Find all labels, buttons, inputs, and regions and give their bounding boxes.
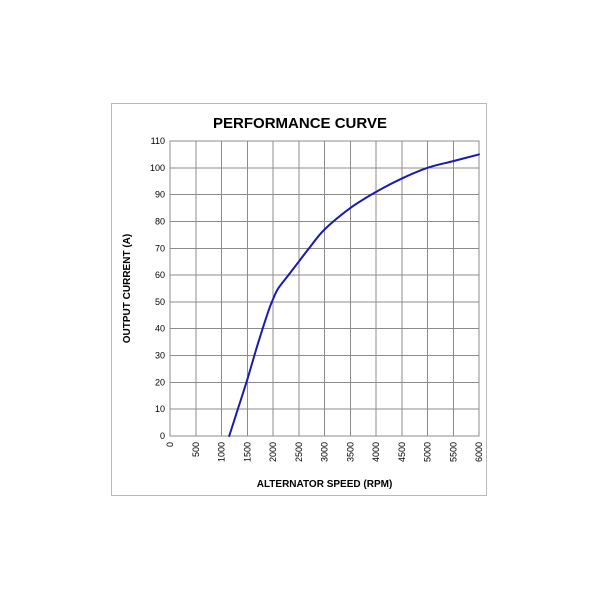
y-tick-label: 10 (155, 404, 165, 414)
x-tick-label: 5500 (448, 442, 458, 462)
y-axis-title: OUTPUT CURRENT (A) (122, 234, 133, 343)
y-tick-label: 90 (155, 190, 165, 200)
x-tick-label: 1500 (242, 442, 252, 462)
x-tick-label: 4500 (397, 442, 407, 462)
y-tick-label: 80 (155, 216, 165, 226)
x-tick-label: 1000 (217, 442, 227, 462)
x-tick-label: 2000 (268, 442, 278, 462)
y-tick-label: 100 (150, 163, 165, 173)
y-axis-ticks: 0 10 20 30 40 50 60 70 80 90 100 110 (150, 136, 165, 441)
x-tick-label: 4000 (371, 442, 381, 462)
grid (169, 140, 480, 437)
chart-panel: PERFORMANCE CURVE 0 10 20 30 40 50 60 70 80 90 100… (111, 103, 487, 496)
y-tick-label: 60 (155, 270, 165, 280)
y-tick-label: 0 (160, 431, 165, 441)
plot-area (169, 140, 480, 437)
x-tick-label: 3000 (320, 442, 330, 462)
y-tick-label: 40 (155, 324, 165, 334)
series-line-0 (228, 153, 480, 437)
x-axis-title: ALTERNATOR SPEED (RPM) (257, 479, 393, 490)
y-tick-label: 70 (155, 243, 165, 253)
x-tick-label: 5000 (423, 442, 433, 462)
x-axis-ticks: 0 500 1000 1500 2000 2500 3000 3500 4000 4500 5000… (165, 442, 484, 462)
series-group (228, 153, 480, 437)
y-tick-label: 30 (155, 351, 165, 361)
performance-chart: PERFORMANCE CURVE 0 10 20 30 40 50 60 70 80 90 100… (122, 115, 484, 490)
chart-title: PERFORMANCE CURVE (213, 115, 387, 132)
x-tick-label: 3500 (345, 442, 355, 462)
y-tick-label: 20 (155, 377, 165, 387)
y-tick-label: 50 (155, 297, 165, 307)
x-tick-label: 0 (165, 442, 175, 447)
x-tick-label: 2500 (294, 442, 304, 462)
x-tick-label: 6000 (474, 442, 484, 462)
x-tick-label: 500 (191, 442, 201, 457)
y-tick-label: 110 (151, 136, 165, 146)
